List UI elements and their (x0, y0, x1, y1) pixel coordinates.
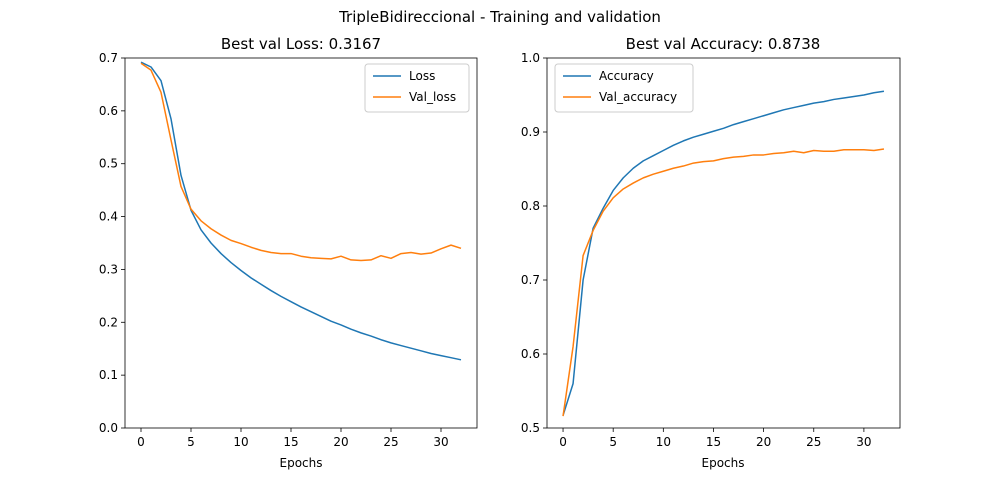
figure-suptitle: TripleBidireccional - Training and valid… (338, 8, 661, 26)
loss-chart-x-tick-label: 10 (233, 435, 248, 449)
loss-chart-y-tick-label: 0.1 (99, 368, 118, 382)
loss-chart-plot-area (125, 58, 477, 428)
loss-chart-x-tick-label: 5 (187, 435, 195, 449)
loss-chart-y-tick-label: 0.0 (99, 421, 118, 435)
accuracy-chart-series-val-accuracy-line (562, 148, 885, 417)
accuracy-chart-plot-area (547, 58, 900, 428)
accuracy-chart-y-tick-label: 1.0 (521, 51, 540, 65)
loss-chart-y-tick-label: 0.6 (99, 104, 118, 118)
accuracy-chart: Best val Accuracy: 0.8738 Epochs 0 5 10 15 2… (521, 35, 901, 470)
loss-chart-y-tick-label: 0.4 (99, 210, 118, 224)
accuracy-chart-x-tick-label: 15 (706, 435, 721, 449)
loss-chart: Best val Loss: 0.3167 Epochs 0 5 10 15 20 25 3… (99, 35, 478, 470)
loss-chart-legend-label: Loss (409, 69, 435, 83)
loss-chart-y-tick-label: 0.3 (99, 262, 118, 276)
loss-chart-x-tick-label: 0 (137, 435, 145, 449)
accuracy-chart-x-tick-label: 10 (656, 435, 671, 449)
accuracy-chart-y-tick-label: 0.7 (521, 273, 540, 287)
loss-chart-xlabel: Epochs (280, 456, 323, 470)
loss-chart-x-tick-label: 20 (333, 435, 348, 449)
loss-chart-axes-frame (124, 57, 478, 429)
loss-chart-series-val-loss-line (140, 62, 462, 262)
loss-chart-legend: Loss Val_loss (364, 63, 470, 113)
accuracy-chart-x-tick-label: 5 (609, 435, 617, 449)
loss-chart-y-tick-label: 0.2 (99, 315, 118, 329)
loss-chart-legend-label: Val_loss (409, 90, 456, 104)
accuracy-chart-y-tick-label: 0.6 (521, 347, 540, 361)
accuracy-chart-series-accuracy-line (562, 90, 885, 416)
accuracy-chart-legend-label: Val_accuracy (599, 90, 677, 104)
accuracy-chart-y-tick-label: 0.9 (521, 125, 540, 139)
accuracy-chart-axes-frame (546, 57, 901, 429)
accuracy-chart-x-tick-label: 20 (756, 435, 771, 449)
loss-chart-x-tick-label: 30 (433, 435, 448, 449)
accuracy-chart-x-tick-label: 0 (559, 435, 567, 449)
accuracy-chart-xlabel: Epochs (702, 456, 745, 470)
loss-chart-x-tick-label: 25 (383, 435, 398, 449)
loss-chart-y-tick-label: 0.7 (99, 51, 118, 65)
loss-chart-series-loss-line (140, 61, 462, 361)
accuracy-chart-y-tick-label: 0.8 (521, 199, 540, 213)
loss-chart-x-tick-label: 15 (283, 435, 298, 449)
accuracy-chart-x-tick-label: 30 (856, 435, 871, 449)
accuracy-chart-legend-label: Accuracy (599, 69, 654, 83)
accuracy-chart-x-tick-label: 25 (806, 435, 821, 449)
loss-chart-y-tick-label: 0.5 (99, 157, 118, 171)
accuracy-chart-legend: Accuracy Val_accuracy (554, 63, 694, 113)
loss-chart-title: Best val Loss: 0.3167 (221, 35, 381, 53)
accuracy-chart-title: Best val Accuracy: 0.8738 (626, 35, 821, 53)
accuracy-chart-y-tick-label: 0.5 (521, 421, 540, 435)
